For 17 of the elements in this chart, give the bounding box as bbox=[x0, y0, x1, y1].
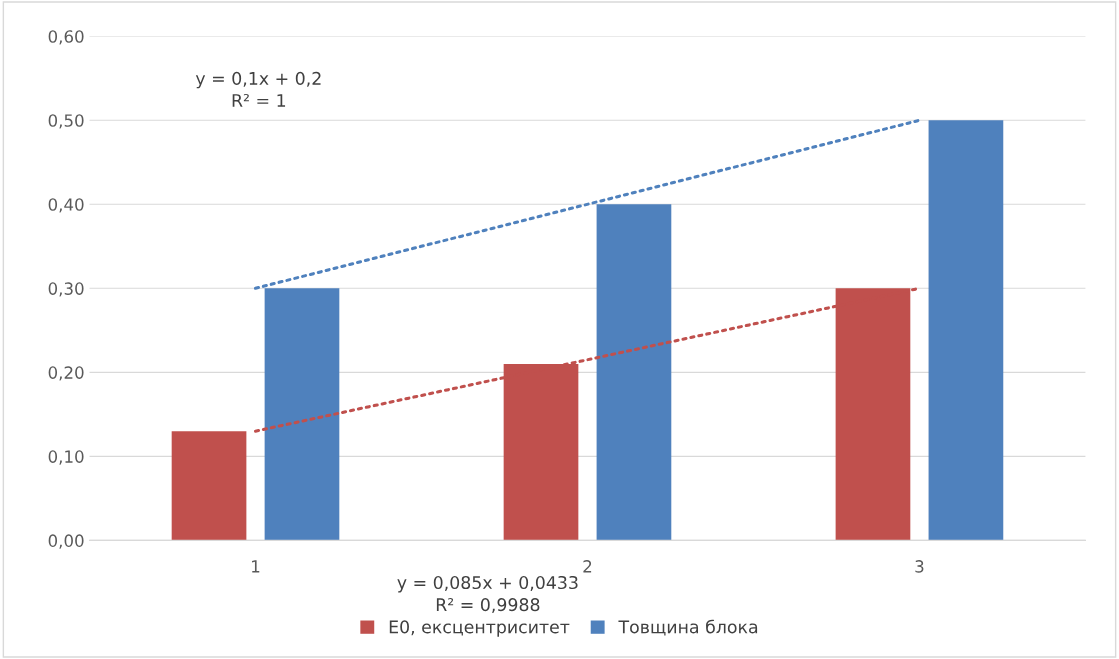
annotation: y = 0,1x + 0,2 R² = 1 bbox=[195, 71, 321, 107]
x-tick-label: 1 bbox=[252, 560, 260, 573]
legend-label: E0, ексцентриситет bbox=[389, 620, 570, 637]
y-tick-label: 0,10 bbox=[48, 450, 84, 465]
y-tick-label: 0,00 bbox=[48, 534, 84, 549]
y-tick-label: 0,60 bbox=[48, 30, 84, 45]
y-tick-label: 0,30 bbox=[48, 282, 84, 297]
bar bbox=[171, 431, 247, 541]
y-tick-label: 0,50 bbox=[48, 114, 84, 129]
bar bbox=[596, 204, 672, 541]
bar bbox=[928, 120, 1004, 541]
y-tick-label: 0,40 bbox=[48, 198, 84, 213]
y-tick-label: 0,20 bbox=[48, 366, 84, 381]
x-tick-label: 3 bbox=[915, 560, 924, 573]
text: y = 0,085x + 0,0433 R² = 0,9988 bbox=[397, 575, 578, 613]
legend-label: Товщина блока bbox=[618, 619, 758, 636]
x-tick-label: 2 bbox=[583, 560, 592, 573]
